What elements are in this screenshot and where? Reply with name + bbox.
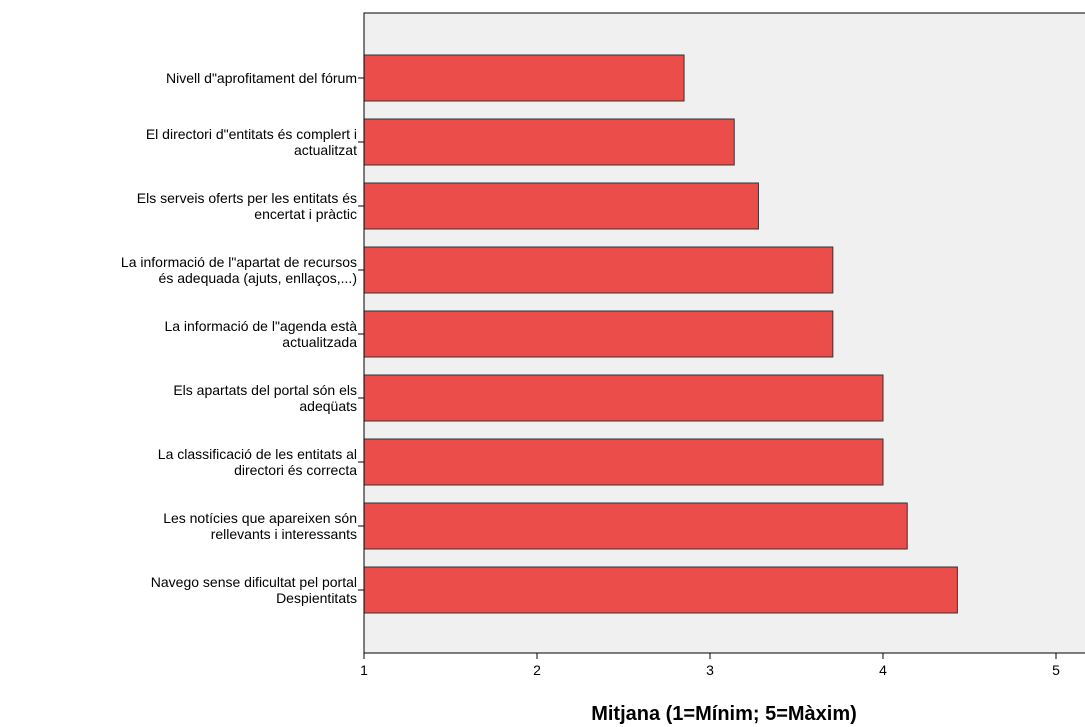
category-label: Despientitats [276,590,357,606]
category-label: directori és correcta [234,462,357,478]
x-tick-label: 4 [879,662,887,678]
bar [363,182,759,230]
x-tick-label: 2 [533,662,541,678]
bar [363,54,685,102]
x-tick-label: 5 [1052,662,1060,678]
category-label: Les notícies que apareixen són [163,510,357,526]
bar [363,246,834,294]
category-label: actualitzada [282,334,357,350]
category-label: és adequada (ajuts, enllaços,...) [159,270,357,286]
bar [363,374,884,422]
bar [363,566,958,614]
category-label: actualitzat [294,142,357,158]
category-label: El directori d"entitats és complert i [146,126,357,142]
bar [363,118,735,166]
category-label: rellevants i interessants [211,526,357,542]
x-ticks-group: 1 2 3 4 5 [360,653,1060,678]
bar [363,438,884,486]
category-label: adeqüats [299,398,357,414]
bar [363,310,834,358]
category-label: Els serveis oferts per les entitats és [137,190,357,206]
category-label: Nivell d"aprofitament del fórum [166,70,357,86]
bar [363,502,908,550]
x-tick-label: 3 [706,662,714,678]
category-label: Els apartats del portal són els [173,382,357,398]
x-tick-label: 1 [360,662,368,678]
category-label: La informació de l"apartat de recursos [121,254,357,270]
category-label: La classificació de les entitats al [158,446,357,462]
x-axis-title: Mitjana (1=Mínim; 5=Màxim) [591,703,857,725]
bars-group [363,54,958,614]
category-label: La informació de l"agenda està [164,318,357,334]
category-labels-group: Nivell d"aprofitament del fórum El direct… [121,70,364,606]
category-label: Navego sense dificultat pel portal [151,574,357,590]
category-label: encertat i pràctic [254,206,357,222]
